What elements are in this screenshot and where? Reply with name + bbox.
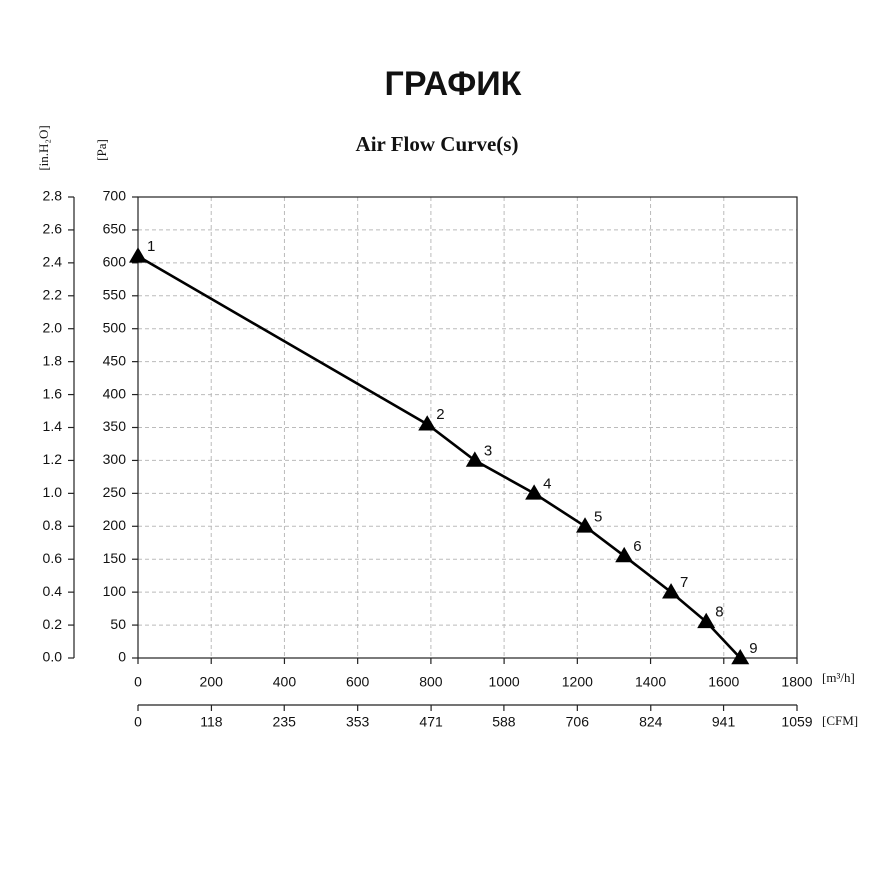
- marker: [525, 484, 544, 500]
- y-tick-label: 250: [103, 484, 127, 500]
- point-label: 9: [749, 640, 757, 657]
- point-label: 5: [594, 508, 602, 525]
- marker: [731, 649, 750, 665]
- marker: [576, 517, 595, 533]
- y-tick-label: 200: [103, 517, 127, 533]
- point-label: 6: [633, 538, 641, 555]
- x2-tick-label: 0: [134, 714, 142, 730]
- y-tick-label: 0: [118, 649, 126, 665]
- x2-tick-label: 588: [492, 714, 516, 730]
- x2-tick-label: 353: [346, 714, 370, 730]
- point-label: 1: [147, 238, 155, 255]
- x-tick-label: 1200: [562, 674, 593, 690]
- y2-tick-label: 0.0: [43, 649, 63, 665]
- y2-tick-label: 1.0: [43, 484, 63, 500]
- y-tick-label: 600: [103, 254, 127, 270]
- y2-tick-label: 0.2: [43, 616, 63, 632]
- x2-tick-label: 1059: [781, 714, 812, 730]
- point-label: 7: [680, 574, 688, 591]
- plot-frame: [137, 196, 798, 659]
- y2-tick-label: 0.8: [43, 517, 63, 533]
- y2-axis-label: [in.H₂O]: [36, 125, 51, 170]
- point-label: 4: [543, 475, 551, 492]
- y-tick-label: 350: [103, 418, 127, 434]
- point-label: 3: [484, 442, 492, 459]
- y2-tick-label: 2.8: [43, 188, 63, 204]
- x-tick-label: 1000: [489, 674, 520, 690]
- chart-title: Air Flow Curve(s): [356, 132, 519, 156]
- y2-tick-label: 1.4: [43, 418, 63, 434]
- y2-tick-label: 2.0: [43, 319, 63, 335]
- y2-tick-label: 2.4: [43, 254, 63, 270]
- y2-tick-label: 2.2: [43, 286, 63, 302]
- y-tick-label: 500: [103, 319, 127, 335]
- y2-tick-label: 1.2: [43, 451, 63, 467]
- y-tick-label: 100: [103, 583, 127, 599]
- y-tick-label: 650: [103, 221, 127, 237]
- x-tick-label: 0: [134, 674, 142, 690]
- x-tick-label: 1400: [635, 674, 666, 690]
- x2-tick-label: 118: [200, 714, 223, 730]
- y-tick-label: 50: [110, 616, 126, 632]
- y2-tick-label: 0.4: [43, 583, 63, 599]
- x-tick-label: 1800: [781, 674, 812, 690]
- marker: [418, 415, 437, 431]
- x2-axis-label: [CFM]: [822, 713, 858, 728]
- x-tick-label: 800: [419, 674, 443, 690]
- y2-tick-label: 0.6: [43, 550, 63, 566]
- x2-tick-label: 824: [639, 714, 663, 730]
- y-tick-label: 550: [103, 286, 127, 302]
- x2-tick-label: 471: [419, 714, 443, 730]
- series-line: [137, 255, 742, 659]
- point-label: 2: [436, 406, 444, 423]
- x-axis-label: [m³/h]: [822, 670, 855, 685]
- y-tick-label: 300: [103, 451, 127, 467]
- y-tick-label: 400: [103, 385, 127, 401]
- y-tick-label: 150: [103, 550, 127, 566]
- y-tick-label: 450: [103, 352, 127, 368]
- x-tick-label: 1600: [708, 674, 739, 690]
- x-tick-label: 600: [346, 674, 370, 690]
- y2-tick-label: 2.6: [43, 221, 63, 237]
- y-tick-label: 700: [103, 188, 127, 204]
- y2-tick-label: 1.8: [43, 352, 63, 368]
- x2-tick-label: 706: [566, 714, 590, 730]
- x-tick-label: 200: [200, 674, 224, 690]
- marker: [662, 583, 681, 599]
- point-label: 8: [715, 604, 723, 621]
- y2-tick-label: 1.6: [43, 385, 63, 401]
- marker: [615, 546, 634, 563]
- x-tick-label: 400: [273, 674, 297, 690]
- marker: [129, 247, 147, 263]
- marker: [697, 612, 716, 629]
- x2-tick-label: 235: [273, 714, 297, 730]
- x2-tick-label: 941: [712, 714, 736, 730]
- page-title: ГРАФИК: [385, 65, 522, 103]
- marker: [465, 451, 484, 467]
- y-axis-label: [Pa]: [94, 139, 109, 161]
